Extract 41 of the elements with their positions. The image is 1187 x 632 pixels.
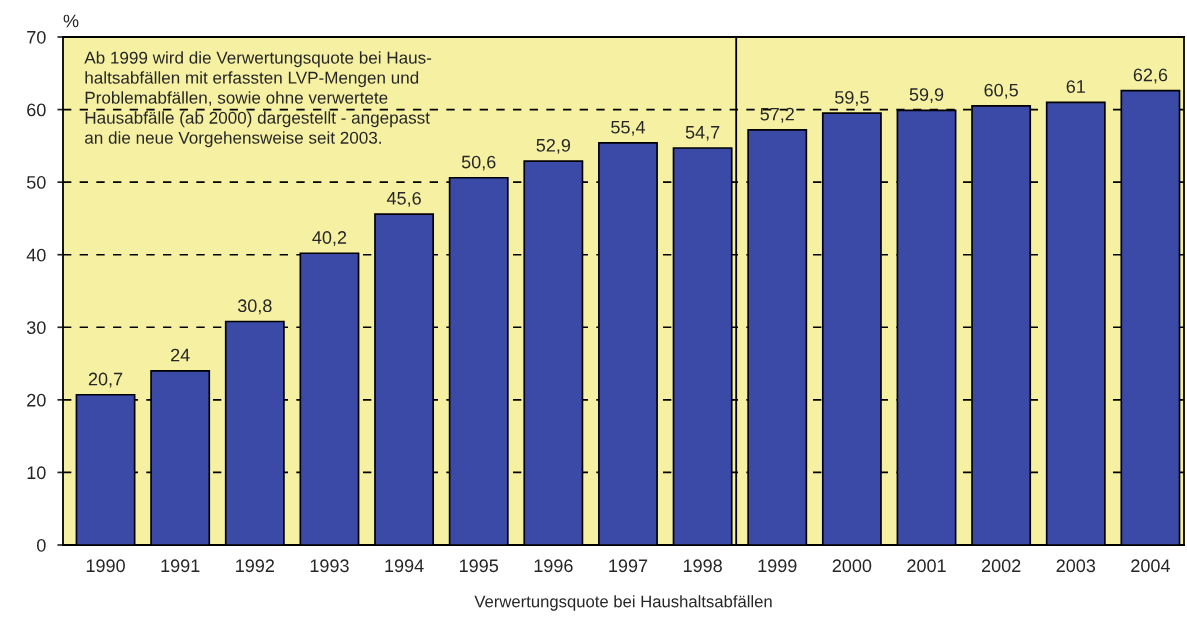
y-tick-label: 30 (26, 321, 46, 335)
data-label: 54,7 (685, 126, 720, 141)
x-tick-label: 1990 (86, 559, 125, 573)
x-tick-label: 2004 (1131, 559, 1170, 573)
x-tick-label: 1992 (236, 559, 274, 573)
x-tick-label: 1999 (758, 559, 797, 573)
y-axis-title: % (63, 14, 79, 28)
data-label: 52,9 (536, 138, 571, 154)
data-label: 57,2 (760, 107, 794, 123)
y-tick-label: 20 (27, 393, 46, 407)
data-label: 61 (1066, 80, 1085, 93)
y-tick-label: 40 (26, 248, 46, 262)
data-label: 62,6 (1133, 68, 1168, 84)
x-tick-label: 1997 (609, 559, 648, 573)
data-label: 30,8 (237, 299, 272, 315)
y-tick-label: 70 (27, 30, 46, 44)
x-tick-label: 2001 (907, 559, 946, 573)
x-tick-label: 2002 (981, 559, 1021, 573)
data-label: 24 (171, 348, 190, 362)
data-label: 20,7 (88, 372, 123, 388)
x-tick-label: 1991 (161, 559, 200, 573)
x-tick-label: 1993 (310, 559, 349, 573)
y-tick-label: 0 (37, 538, 46, 552)
x-tick-label: 2003 (1056, 559, 1096, 573)
data-label: 60,5 (984, 83, 1018, 99)
y-tick-label: 10 (27, 466, 46, 480)
x-tick-label: 2000 (832, 559, 872, 573)
x-tick-label: 1995 (460, 559, 499, 573)
data-label: 50,6 (461, 155, 496, 171)
data-label: 45,6 (386, 191, 421, 207)
x-tick-label: 1998 (683, 559, 722, 573)
y-tick-label: 60 (27, 103, 46, 117)
data-label: 40,2 (312, 231, 347, 247)
x-tick-label: 1994 (385, 559, 424, 573)
x-tick-label: 1996 (534, 559, 573, 573)
x-axis-title: Verwertungsquote bei Haushaltsabfällen (474, 595, 772, 611)
data-label: 59,9 (909, 88, 944, 104)
y-tick-label: 50 (26, 176, 46, 189)
data-label: 59,5 (835, 91, 869, 106)
annotation: Ab 1999 wird die Verwertungsquote bei Haus- haltsabfällen mit erfassten LVP-Mengen und Problemabfällen, sowie ohne verwertete Hausabfälle (ab 2000) dargestellt - angepasst an die neue Vorgehensweise seit 2003. (84, 51, 432, 148)
data-label: 55,4 (611, 120, 646, 136)
